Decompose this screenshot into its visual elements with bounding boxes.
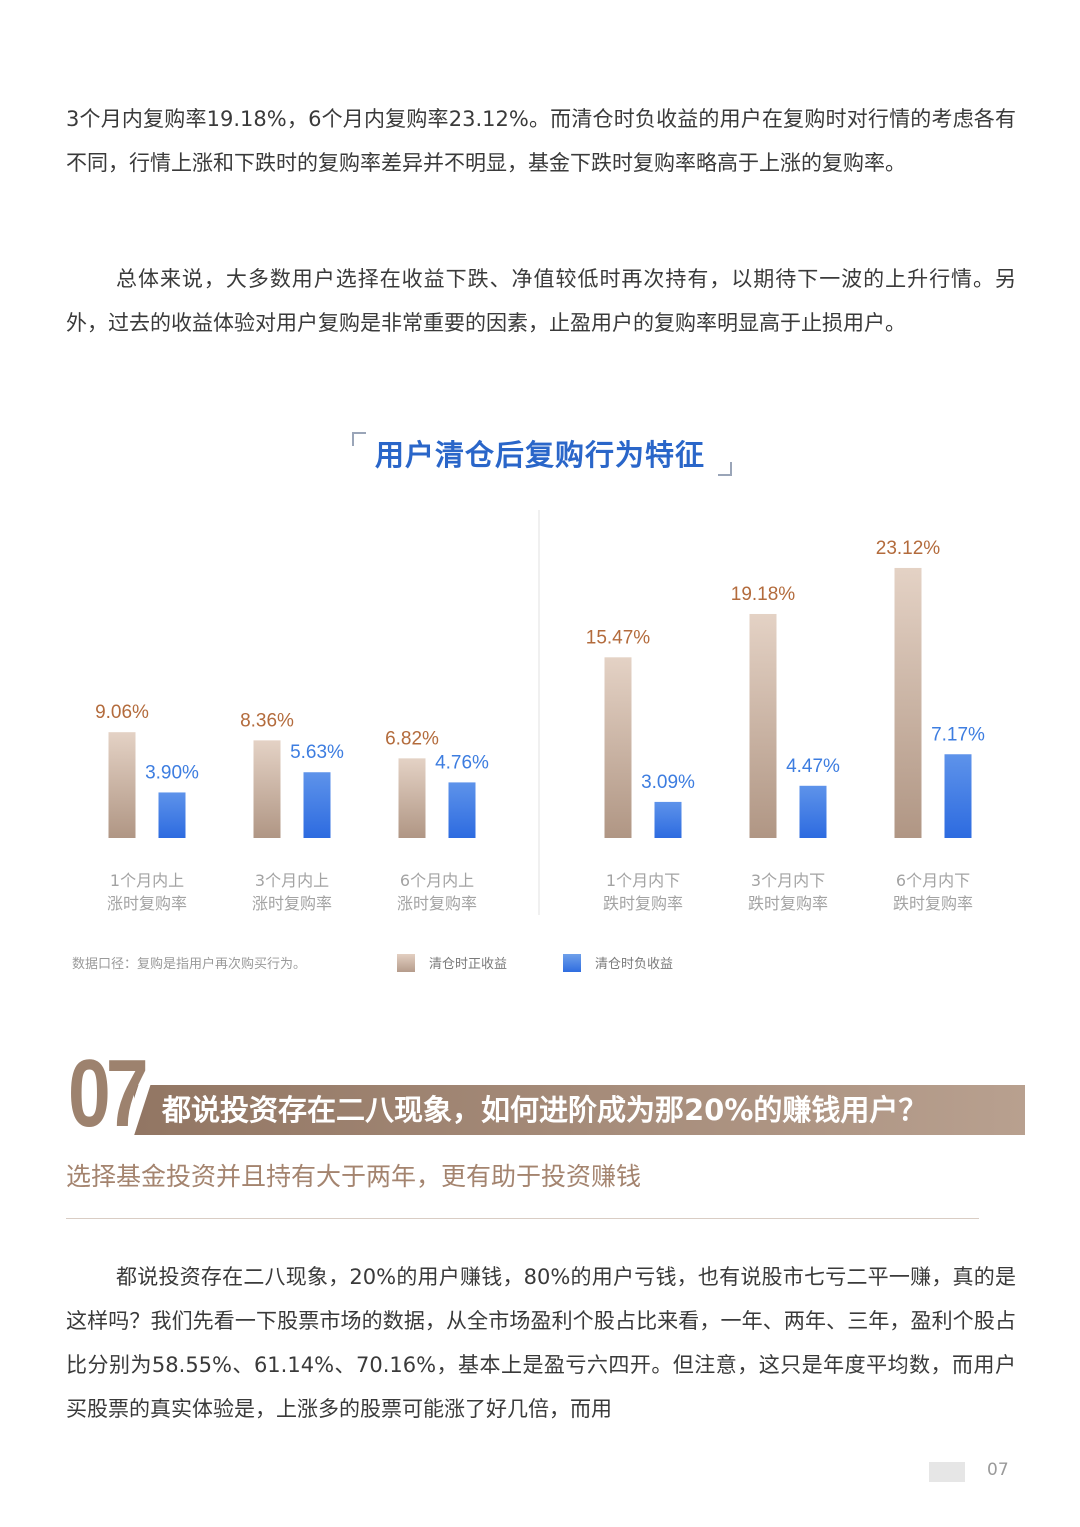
data-label-negative-5: 4.47% [786,756,840,777]
category-label-4-line-2: 跌时复购率 [603,894,683,913]
title-bracket-left [352,432,366,446]
category-label-5-line-1: 3个月内下 [751,871,825,890]
bar-negative-4 [654,801,682,838]
data-label-positive-3: 6.82% [385,728,439,749]
data-label-negative-4: 3.09% [641,772,695,793]
paragraph-summary: 总体来说，大多数用户选择在收益下跌、净值较低时再次持有，以期待下一波的上升行情。… [66,267,1016,335]
data-label-positive-6: 23.12% [876,538,941,559]
category-label-3-line-2: 涨时复购率 [397,894,477,913]
data-label-negative-6: 7.17% [931,724,985,745]
category-label-2-line-2: 涨时复购率 [252,894,332,913]
bar-positive-1 [108,732,136,838]
bar-positive-2 [253,740,281,838]
bar-negative-3 [448,782,476,838]
legend-label-negative: 清仓时负收益 [595,957,674,972]
paragraph-repurchase-rates: 3个月内复购率19.18%，6个月内复购率23.12%。而清仓时负收益的用户在复… [66,107,1016,175]
title-bracket-right [718,462,732,476]
bar-negative-2 [303,772,331,838]
data-label-positive-1: 9.06% [95,702,149,723]
data-label-positive-2: 8.36% [240,710,294,731]
bar-positive-5 [749,613,777,838]
legend-swatch-positive [397,953,415,972]
category-label-6-line-2: 跌时复购率 [893,894,973,913]
category-label-6-line-1: 6个月内下 [896,871,970,890]
bar-negative-5 [799,785,827,838]
chart-title: 用户清仓后复购行为特征 [374,438,705,472]
chart-footnote: 数据口径：复购是指用户再次购买行为。 [72,957,307,972]
bar-chart: 9.06% 8.36% 6.82% 15.47% 19.18% 23.12% 3.90% 5.… [95,510,985,915]
category-label-4-line-1: 1个月内下 [606,871,680,890]
category-label-2-line-1: 3个月内上 [255,871,329,890]
category-label-3-line-1: 6个月内上 [400,871,474,890]
paragraph-eighty-twenty: 都说投资存在二八现象，20%的用户赚钱，80%的用户亏钱，也有说股市七亏二平一赚… [66,1265,1016,1421]
section-title: 都说投资存在二八现象，如何进阶成为那20%的赚钱用户？ [162,1093,928,1127]
legend-negative: 清仓时负收益 [563,953,673,972]
category-label-1-line-2: 涨时复购率 [107,894,187,913]
bar-positive-6 [894,567,922,838]
category-label-1-line-1: 1个月内上 [110,871,184,890]
legend-positive: 清仓时正收益 [397,953,507,972]
section-divider [66,1218,979,1219]
category-label-5-line-2: 跌时复购率 [748,894,828,913]
bar-negative-6 [944,754,972,838]
page-number-box [929,1462,965,1482]
bar-negative-1 [158,792,186,838]
data-label-positive-5: 19.18% [731,584,796,605]
legend-swatch-negative [563,953,581,972]
section-title-bar [134,1085,1025,1135]
page-number: 07 [987,1460,1009,1480]
data-label-negative-3: 4.76% [435,752,489,773]
bar-positive-3 [398,758,426,838]
data-label-negative-1: 3.90% [145,762,199,783]
section-number: 07 [68,1040,149,1147]
section-subtitle: 选择基金投资并且持有大于两年，更有助于投资赚钱 [66,1162,642,1191]
legend-label-positive: 清仓时正收益 [429,957,508,972]
bar-positive-4 [604,657,632,838]
data-label-positive-4: 15.47% [586,627,651,648]
data-label-negative-2: 5.63% [290,742,344,763]
